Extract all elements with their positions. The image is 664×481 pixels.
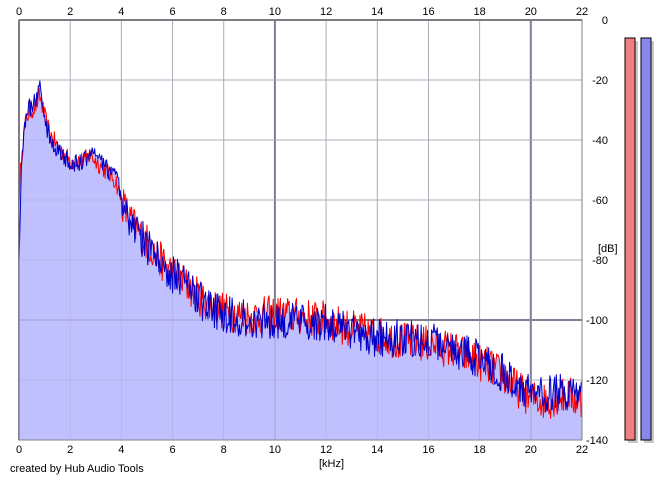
x-tick-label: 14	[371, 444, 383, 456]
y-tick-label: -40	[592, 135, 608, 147]
y-tick-label: -120	[586, 375, 608, 387]
level-meters	[624, 37, 654, 443]
x-tick-labels-bottom: 0 2 4 6 8 10 12 14 16 18 20 22	[16, 444, 588, 456]
x-tick-label: 6	[169, 444, 175, 456]
series-left-line	[18, 87, 583, 419]
y-tick-label: -60	[592, 195, 608, 207]
y-axis-label: [dB]	[598, 243, 618, 255]
x-tick-label: 0	[16, 444, 22, 456]
x-tick-label: 12	[320, 6, 332, 18]
x-tick-label: 12	[320, 444, 332, 456]
x-tick-label: 14	[371, 6, 383, 18]
y-tick-label: -140	[586, 435, 608, 447]
y-tick-label: 0	[602, 15, 608, 27]
series-right-line	[18, 80, 583, 413]
x-tick-label: 22	[576, 444, 588, 456]
level-meter-right	[640, 37, 652, 441]
credit-text: created by Hub Audio Tools	[10, 463, 144, 475]
x-tick-label: 4	[118, 444, 124, 456]
x-tick-label: 8	[221, 444, 227, 456]
x-tick-label: 10	[269, 444, 281, 456]
x-tick-label: 0	[16, 6, 22, 18]
y-tick-label: -80	[592, 255, 608, 267]
level-meter-left	[624, 37, 636, 441]
y-tick-label: -100	[586, 315, 608, 327]
x-tick-label: 20	[525, 6, 537, 18]
x-tick-labels-top: 0 2 4 6 8 10 12 14 16 18 20 22	[16, 6, 588, 18]
plot-frame	[18, 19, 583, 441]
x-tick-label: 2	[67, 444, 73, 456]
x-tick-label: 8	[221, 6, 227, 18]
x-axis-label: [kHz]	[319, 458, 344, 470]
x-tick-label: 18	[474, 6, 486, 18]
x-tick-label: 18	[474, 444, 486, 456]
x-tick-label: 10	[269, 6, 281, 18]
x-tick-label: 22	[576, 6, 588, 18]
x-tick-label: 16	[422, 444, 434, 456]
x-tick-label: 20	[525, 444, 537, 456]
x-tick-label: 2	[67, 6, 73, 18]
x-tick-label: 6	[169, 6, 175, 18]
x-tick-label: 4	[118, 6, 124, 18]
spectrum-lines	[18, 80, 583, 419]
x-tick-label: 16	[422, 6, 434, 18]
y-tick-labels: 0 -20 -40 -60 -80 -100 -120 -140	[586, 15, 608, 447]
y-tick-label: -20	[592, 75, 608, 87]
